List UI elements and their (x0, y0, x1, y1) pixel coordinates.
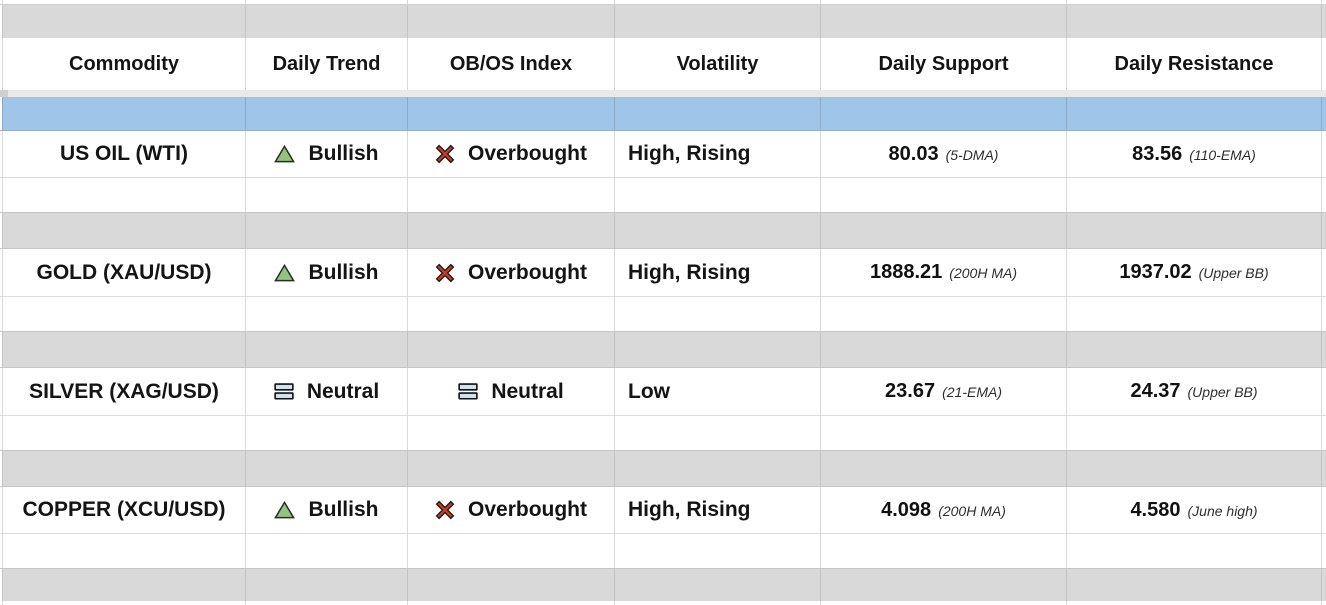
support-note: (5-DMA) (945, 146, 999, 163)
overbought-cross-icon (435, 144, 455, 164)
daily-support-cell[interactable]: 23.67 (21-EMA) (821, 368, 1067, 415)
separator-row (0, 568, 1326, 601)
overbought-cross-icon (435, 500, 455, 520)
volatility-cell[interactable]: Low (615, 368, 821, 415)
empty-row (0, 296, 1326, 331)
daily-trend-cell[interactable]: Bullish (246, 249, 408, 296)
daily-resistance-cell[interactable]: 83.56 (110-EMA) (1067, 131, 1322, 177)
volatility-cell[interactable]: High, Rising (615, 487, 821, 533)
daily-support-cell[interactable]: 80.03 (5-DMA) (821, 131, 1067, 177)
volatility-cell[interactable]: High, Rising (615, 131, 821, 177)
highlighted-empty-row[interactable] (0, 97, 1326, 131)
obos-label: Overbought (468, 498, 587, 521)
commodity-name: SILVER (XAG/USD) (29, 379, 219, 403)
obos-index-cell[interactable]: Overbought (408, 249, 615, 296)
obos-label: Overbought (468, 260, 587, 284)
obos-label: Neutral (491, 379, 564, 403)
resistance-note: (Upper BB) (1198, 265, 1269, 281)
resistance-value: 1937.02 (1119, 261, 1192, 283)
volatility-label: Low (628, 379, 670, 403)
separator-row (0, 4, 1326, 38)
header-row: Commodity Daily Trend OB/OS Index Volati… (0, 38, 1326, 90)
row-silver-xag-usd: SILVER (XAG/USD) Neutral Neutral Low 23.… (0, 368, 1326, 415)
bottom-edge-row (0, 601, 1326, 605)
column-header-daily-resistance[interactable]: Daily Resistance (1067, 38, 1322, 90)
resistance-note: (June high) (1187, 502, 1258, 519)
separator-row (0, 331, 1326, 368)
empty-row (0, 415, 1326, 450)
obos-index-cell[interactable]: Overbought (408, 131, 615, 177)
support-value: 4.098 (881, 498, 932, 521)
support-note: (200H MA) (949, 265, 1017, 281)
trend-label: Neutral (306, 379, 380, 403)
resistance-note: (110-EMA) (1189, 146, 1256, 163)
daily-resistance-cell[interactable]: 4.580 (June high) (1067, 487, 1322, 533)
support-note: (200H MA) (938, 502, 1006, 519)
commodity-name: GOLD (XAU/USD) (36, 260, 212, 284)
volatility-label: High, Rising (628, 498, 751, 521)
daily-trend-cell[interactable]: Bullish (246, 487, 408, 533)
support-value: 1888.21 (870, 261, 943, 283)
trend-label: Bullish (308, 142, 379, 165)
commodity-name-cell[interactable]: US OIL (WTI) (3, 131, 246, 177)
support-value: 80.03 (888, 142, 939, 165)
row-gold-xau-usd: GOLD (XAU/USD) Bullish Overbought High, … (0, 249, 1326, 296)
commodity-name: COPPER (XCU/USD) (22, 498, 226, 521)
overbought-cross-icon (435, 263, 455, 282)
support-note: (21-EMA) (942, 384, 1002, 400)
column-header-commodity[interactable]: Commodity (3, 38, 246, 90)
bullish-triangle-icon (274, 263, 296, 281)
bullish-triangle-icon (274, 501, 296, 519)
row-us-oil-wti: US OIL (WTI) Bullish Overbought High, Ri… (0, 131, 1326, 177)
volatility-cell[interactable]: High, Rising (615, 249, 821, 296)
resistance-value: 83.56 (1132, 142, 1183, 165)
support-value: 23.67 (885, 380, 936, 402)
daily-resistance-cell[interactable]: 24.37 (Upper BB) (1067, 368, 1322, 415)
column-header-daily-trend[interactable]: Daily Trend (246, 38, 408, 90)
empty-row (0, 177, 1326, 212)
resistance-note: (Upper BB) (1187, 384, 1258, 400)
commodity-name-cell[interactable]: SILVER (XAG/USD) (3, 368, 246, 415)
volatility-label: High, Rising (628, 260, 751, 284)
obos-index-cell[interactable]: Neutral (408, 368, 615, 415)
obos-index-cell[interactable]: Overbought (408, 487, 615, 533)
obos-label: Overbought (468, 142, 587, 165)
commodity-name-cell[interactable]: GOLD (XAU/USD) (3, 249, 246, 296)
empty-row (0, 533, 1326, 568)
daily-trend-cell[interactable]: Bullish (246, 131, 408, 177)
daily-trend-cell[interactable]: Neutral (246, 368, 408, 415)
neutral-bars-icon (458, 383, 478, 400)
column-header-daily-support[interactable]: Daily Support (821, 38, 1067, 90)
frozen-row-divider (0, 90, 1326, 97)
separator-row (0, 212, 1326, 249)
top-edge-row (0, 0, 1326, 4)
trend-label: Bullish (308, 498, 379, 521)
bullish-triangle-icon (274, 145, 296, 163)
separator-row (0, 450, 1326, 487)
daily-resistance-cell[interactable]: 1937.02 (Upper BB) (1067, 249, 1322, 296)
resistance-value: 4.580 (1130, 498, 1181, 521)
column-header-volatility[interactable]: Volatility (615, 38, 821, 90)
volatility-label: High, Rising (628, 142, 751, 165)
commodity-name: US OIL (WTI) (60, 142, 188, 165)
column-header-obos-index[interactable]: OB/OS Index (408, 38, 615, 90)
trend-label: Bullish (308, 260, 379, 284)
daily-support-cell[interactable]: 4.098 (200H MA) (821, 487, 1067, 533)
neutral-bars-icon (274, 383, 294, 400)
row-copper-xcu-usd: COPPER (XCU/USD) Bullish Overbought High… (0, 487, 1326, 533)
daily-support-cell[interactable]: 1888.21 (200H MA) (821, 249, 1067, 296)
resistance-value: 24.37 (1130, 380, 1181, 402)
commodity-name-cell[interactable]: COPPER (XCU/USD) (3, 487, 246, 533)
